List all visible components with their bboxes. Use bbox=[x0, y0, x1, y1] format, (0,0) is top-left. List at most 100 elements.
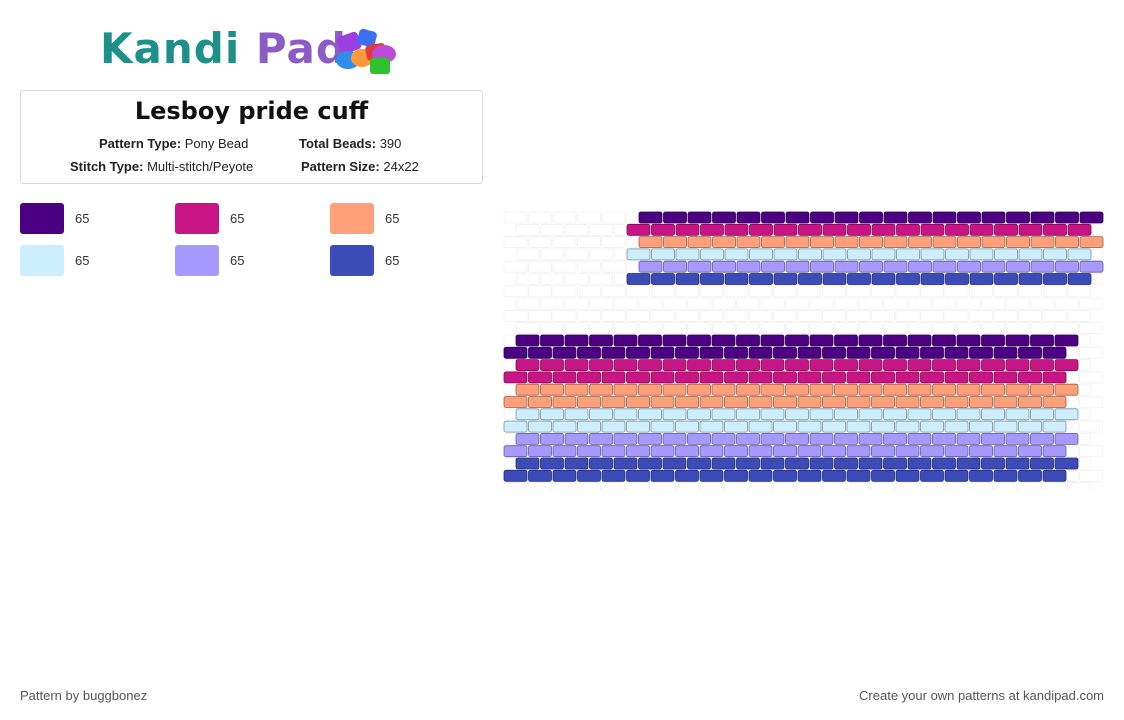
bead bbox=[871, 371, 895, 384]
bead bbox=[760, 408, 785, 421]
bead bbox=[1006, 211, 1030, 224]
bead bbox=[564, 432, 589, 445]
bead bbox=[981, 432, 1005, 445]
kandi-pad-logo[interactable]: Kandi Pad bbox=[100, 22, 410, 78]
bead bbox=[920, 469, 944, 482]
empty-bead bbox=[1005, 322, 1030, 334]
bead bbox=[944, 396, 969, 408]
bead bbox=[638, 457, 662, 470]
stitch-type-value: Multi-stitch/Peyote bbox=[147, 159, 254, 174]
bead bbox=[687, 383, 711, 396]
bead bbox=[773, 396, 797, 408]
bead bbox=[822, 445, 846, 458]
bead bbox=[846, 420, 871, 433]
bead bbox=[699, 346, 724, 359]
bead bbox=[577, 371, 601, 384]
bead bbox=[552, 396, 577, 408]
empty-bead bbox=[540, 322, 565, 334]
bead bbox=[564, 334, 589, 347]
bead bbox=[859, 260, 883, 273]
empty-bead bbox=[871, 285, 895, 298]
bead bbox=[589, 408, 613, 421]
empty-bead bbox=[895, 285, 920, 298]
bead bbox=[773, 420, 797, 433]
swatch-purple bbox=[20, 203, 64, 234]
empty-bead bbox=[675, 482, 699, 490]
bead bbox=[871, 469, 895, 482]
empty-bead bbox=[1054, 297, 1079, 310]
bead bbox=[724, 420, 748, 433]
empty-bead bbox=[1042, 285, 1067, 298]
bead bbox=[601, 396, 626, 408]
bead bbox=[711, 432, 736, 445]
empty-bead bbox=[1079, 396, 1104, 408]
empty-bead bbox=[638, 297, 663, 310]
bead bbox=[981, 211, 1006, 224]
bead bbox=[663, 260, 687, 273]
empty-bead bbox=[515, 248, 540, 261]
pattern-type-value: Pony Bead bbox=[184, 136, 249, 151]
total-beads-label: Total Beads: bbox=[299, 136, 377, 151]
bead bbox=[663, 236, 687, 249]
bead bbox=[613, 334, 638, 347]
bead bbox=[907, 334, 932, 347]
empty-bead bbox=[1079, 347, 1104, 359]
bead bbox=[613, 359, 638, 372]
bead bbox=[761, 236, 785, 249]
bead bbox=[650, 396, 675, 408]
bead bbox=[969, 223, 994, 236]
bead bbox=[834, 211, 859, 224]
swatch-count: 65 bbox=[385, 253, 400, 268]
empty-bead bbox=[760, 322, 785, 334]
bead bbox=[662, 432, 687, 445]
bead bbox=[528, 396, 552, 408]
bead bbox=[773, 273, 798, 285]
bead bbox=[601, 445, 626, 458]
bead bbox=[675, 346, 699, 359]
bead bbox=[932, 383, 956, 396]
bead bbox=[994, 248, 1018, 261]
bead bbox=[564, 359, 589, 372]
empty-bead bbox=[564, 273, 589, 285]
empty-bead bbox=[577, 482, 601, 490]
empty-bead bbox=[552, 236, 577, 248]
empty-bead bbox=[540, 297, 565, 310]
bead bbox=[956, 383, 981, 396]
empty-bead bbox=[564, 223, 589, 236]
bead bbox=[1043, 248, 1067, 261]
empty-bead bbox=[699, 310, 724, 322]
bead bbox=[1079, 260, 1104, 273]
swatch-magenta bbox=[175, 203, 219, 234]
bead bbox=[626, 273, 651, 285]
empty-bead bbox=[1079, 469, 1104, 482]
bead bbox=[797, 396, 822, 408]
bead bbox=[760, 432, 785, 445]
bead bbox=[896, 248, 920, 261]
empty-bead bbox=[699, 285, 724, 298]
bead bbox=[871, 445, 895, 458]
bead bbox=[675, 396, 699, 408]
bead bbox=[883, 457, 907, 470]
bead bbox=[809, 432, 834, 445]
bead bbox=[785, 334, 809, 347]
empty-bead bbox=[956, 297, 981, 310]
bead bbox=[613, 408, 638, 421]
kandipad-link[interactable]: Create your own patterns at kandipad.com bbox=[859, 688, 1104, 703]
bead bbox=[969, 445, 993, 458]
bead bbox=[1042, 396, 1067, 408]
bead bbox=[589, 334, 613, 347]
empty-bead bbox=[969, 482, 993, 490]
empty-bead bbox=[809, 322, 834, 334]
empty-bead bbox=[920, 285, 944, 298]
empty-bead bbox=[650, 482, 675, 490]
bead bbox=[564, 457, 589, 470]
bead bbox=[552, 371, 577, 384]
bead bbox=[809, 408, 834, 421]
bead bbox=[1054, 408, 1079, 421]
bead bbox=[736, 334, 760, 347]
bead bbox=[1030, 432, 1054, 445]
bead bbox=[613, 383, 638, 396]
bead bbox=[711, 334, 736, 347]
bead bbox=[834, 408, 858, 421]
bead bbox=[810, 236, 834, 249]
